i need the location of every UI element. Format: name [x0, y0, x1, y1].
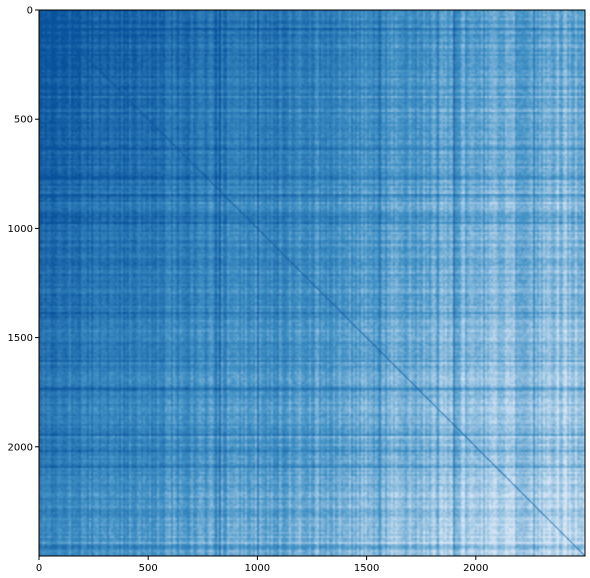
heatmap-image	[39, 10, 585, 556]
x-tick-label: 500	[139, 563, 158, 574]
x-axis: 0 500 1000 1500 2000	[36, 556, 489, 574]
x-tick-label: 1000	[245, 563, 270, 574]
x-tick-label: 0	[36, 563, 42, 574]
y-axis: 0 500 1000 1500 2000	[8, 6, 39, 453]
y-tick-label: 0	[27, 6, 33, 17]
y-tick-label: 2000	[8, 442, 33, 453]
x-tick-label: 2000	[463, 563, 488, 574]
plot-area	[38, 9, 586, 557]
y-tick-label: 1500	[8, 333, 33, 344]
heatmap-diagonal	[38, 9, 586, 557]
y-tick-label: 500	[14, 115, 33, 126]
y-tick-label: 1000	[8, 224, 33, 235]
x-tick-label: 1500	[354, 563, 379, 574]
plot-frame	[38, 9, 586, 557]
